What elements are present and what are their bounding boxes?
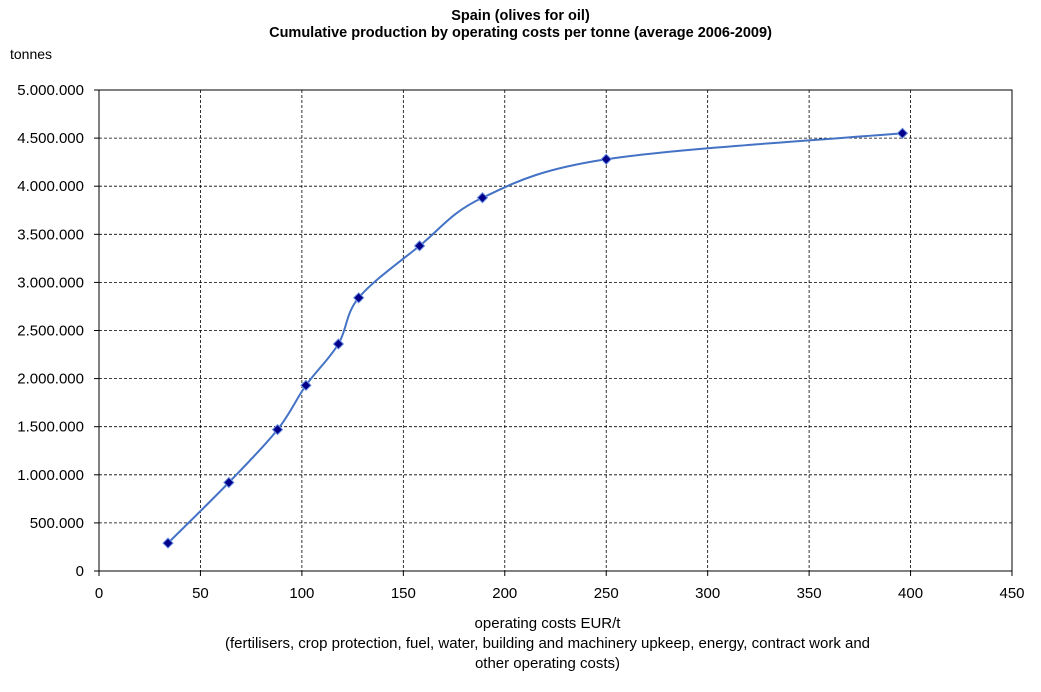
data-point-marker [271, 423, 284, 436]
data-point-marker [476, 192, 489, 204]
x-axis-label: operating costs EUR/t [474, 615, 621, 632]
y-tick-label: 3.000.000 [17, 274, 84, 291]
x-tick-label: 350 [797, 585, 822, 602]
x-tick-label: 50 [192, 585, 209, 602]
x-tick-label: 0 [95, 585, 103, 602]
y-tick-label: 0 [76, 563, 84, 580]
x-tick-label: 300 [695, 585, 720, 602]
x-tick-label: 250 [594, 585, 619, 602]
y-tick-label: 4.500.000 [17, 130, 84, 147]
data-point-marker [896, 127, 909, 139]
y-tick-label: 5.000.000 [17, 82, 84, 99]
y-tick-label: 2.000.000 [17, 371, 84, 388]
x-tick-label: 400 [898, 585, 923, 602]
x-tick-labels: 0 50 100 150 200 250 300 350 400 450 [95, 571, 1025, 602]
x-tick-label: 150 [391, 585, 416, 602]
data-point-marker [300, 379, 312, 392]
y-tick-label: 500.000 [30, 515, 84, 532]
y-axis-label: tonnes [10, 46, 53, 62]
data-point-marker [352, 292, 365, 304]
x-tick-label: 200 [492, 585, 517, 602]
data-point-marker [413, 240, 426, 252]
x-tick-label: 100 [289, 585, 314, 602]
data-point-marker [332, 338, 345, 350]
chart-title: Spain (olives for oil) [451, 8, 590, 24]
grid-lines [99, 90, 1012, 571]
y-tick-labels: 0 500.000 1.000.000 1.500.000 2.000.000 2.500… [17, 82, 99, 580]
y-tick-label: 1.000.000 [17, 467, 84, 484]
y-tick-label: 4.000.000 [17, 178, 84, 195]
x-axis-note-line1: (fertilisers, crop protection, fuel, wat… [224, 635, 871, 652]
data-point-marker [162, 537, 174, 549]
data-point-marker [223, 476, 235, 489]
x-tick-label: 450 [999, 585, 1024, 602]
y-tick-label: 3.500.000 [17, 226, 84, 243]
chart-subtitle: Cumulative production by operating costs… [269, 25, 772, 41]
series-line [167, 132, 903, 544]
data-point-marker [600, 153, 612, 165]
x-axis-note-line2: other operating costs) [474, 655, 621, 672]
series-markers [162, 127, 909, 549]
y-tick-label: 1.500.000 [17, 419, 84, 436]
y-tick-label: 2.500.000 [17, 323, 84, 340]
